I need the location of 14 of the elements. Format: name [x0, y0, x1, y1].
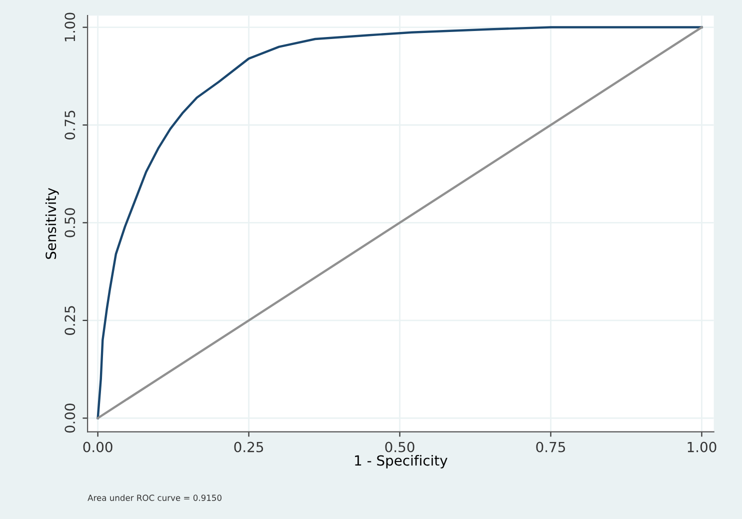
y-tick-label: 0.00 [64, 404, 76, 433]
y-tick-label: 0.75 [64, 110, 76, 140]
x-tick-label: 0.50 [385, 442, 414, 452]
x-tick-label: 0.00 [83, 442, 112, 452]
y-tick-label: 0.50 [64, 208, 76, 238]
y-axis-title: Sensitivity [45, 188, 59, 259]
y-tick-label: 1.00 [64, 12, 76, 42]
x-tick-label: 1.00 [688, 442, 716, 452]
x-tick-label: 0.25 [234, 442, 264, 452]
x-tick-label: 0.75 [536, 442, 565, 452]
y-tick-label: 0.25 [64, 306, 76, 335]
text: Area under ROC curve = 0.9150 [88, 494, 222, 501]
x-axis-title: 1 - Specificity [355, 454, 448, 468]
line-series [96, 26, 703, 420]
